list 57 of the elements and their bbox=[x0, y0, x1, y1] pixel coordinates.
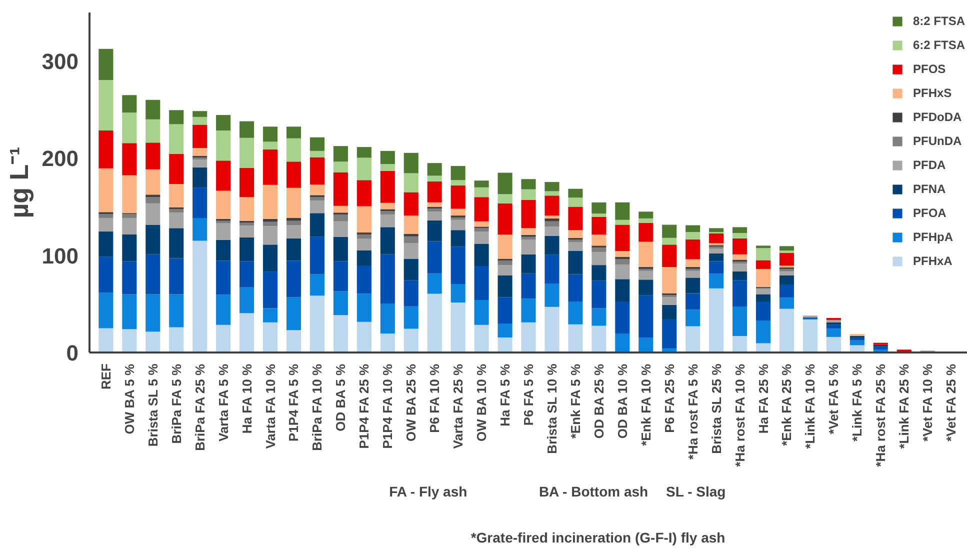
x-tick-label: *Vet FA 5 % bbox=[826, 364, 842, 434]
y-tick-label: 0 bbox=[66, 340, 79, 366]
legend-label: PFDA bbox=[912, 158, 946, 172]
x-tick-label: BriPa FA 5 % bbox=[168, 364, 184, 444]
x-tick-label: P1P4 FA 10 % bbox=[380, 364, 396, 449]
x-tick-label: *Ha rost FA 5 % bbox=[685, 364, 700, 460]
x-tick-label: P6 FA 5 % bbox=[521, 364, 536, 426]
x-tick-label: *Ha rost FA 10 % bbox=[732, 364, 748, 467]
x-tick-label: OD BA 25 % bbox=[591, 364, 606, 439]
x-tick-label: *Enk FA 10 % bbox=[638, 364, 654, 446]
x-tick-label: P1P4 FA 25 % bbox=[356, 364, 372, 449]
x-tick-label: P1P4 FA 5 % bbox=[286, 364, 302, 442]
x-tick-label: BriPa FA 10 % bbox=[310, 364, 325, 451]
x-tick-label: OW BA 25 % bbox=[404, 364, 419, 442]
x-tick-label: *Link FA 10 % bbox=[802, 364, 818, 449]
legend-label: PFHxA bbox=[912, 254, 952, 268]
x-tick-label: Brista SL 5 % bbox=[145, 363, 160, 447]
legend-label: PFOS bbox=[912, 62, 946, 76]
x-tick-label: *Enk FA 5 % bbox=[568, 364, 583, 439]
x-tick-label: OW BA 5 % bbox=[122, 364, 137, 434]
x-tick-label: P6 FA 25 % bbox=[662, 364, 677, 433]
x-tick-label: Brista SL 10 % bbox=[544, 363, 560, 454]
x-tick-label: OD BA 5 % bbox=[333, 364, 348, 432]
y-tick-label: 100 bbox=[42, 243, 79, 268]
legend-label: PFDoDA bbox=[912, 110, 962, 124]
text: *Grate-fired incineration (G-F-I) fly ash bbox=[470, 530, 726, 546]
x-tick-label: OW BA 10 % bbox=[474, 364, 490, 442]
x-tick-label: BriPa FA 25 % bbox=[192, 364, 208, 451]
legend-label: PFOA bbox=[912, 206, 946, 220]
x-tick-label: *Vet FA 10 % bbox=[920, 364, 936, 442]
x-tick-label: Varta FA 25 % bbox=[450, 364, 466, 449]
legend-label: PFHpA bbox=[912, 230, 953, 244]
legend-label: 6:2 FTSA bbox=[912, 38, 965, 52]
x-tick-label: *Link FA 5 % bbox=[850, 364, 865, 442]
legend-label: PFNA bbox=[912, 182, 946, 196]
x-tick-label: *Vet FA 25 % bbox=[944, 364, 959, 442]
y-tick-label: 200 bbox=[42, 146, 79, 172]
x-tick-label: Varta FA 5 % bbox=[216, 364, 231, 442]
legend-label: PFHxS bbox=[912, 86, 952, 100]
x-tick-label: Ha FA 10 % bbox=[239, 364, 254, 434]
x-tick-label: Ha FA 5 % bbox=[498, 364, 513, 426]
x-tick-label: *Ha rost FA 25 % bbox=[873, 364, 888, 467]
text: SL - Slag bbox=[666, 484, 726, 500]
text: FA - Fly ash bbox=[389, 484, 468, 500]
text: BA - Bottom ash bbox=[538, 484, 648, 500]
x-tick-label: *Link FA 25 % bbox=[896, 364, 912, 449]
x-tick-label: OD BA 10 % bbox=[614, 364, 630, 439]
x-tick-label: Varta FA 10 % bbox=[262, 364, 278, 449]
x-tick-label: *Enk FA 25 % bbox=[779, 364, 794, 446]
legend-label: PFUnDA bbox=[912, 134, 962, 148]
y-axis-title: µg L⁻¹ bbox=[4, 146, 34, 218]
x-tick-label: REF bbox=[98, 363, 114, 390]
y-tick-label: 300 bbox=[42, 49, 79, 74]
x-tick-label: P6 FA 10 % bbox=[427, 364, 442, 433]
x-tick-label: Ha FA 25 % bbox=[756, 364, 771, 434]
x-tick-label: Brista SL 25 % bbox=[708, 363, 724, 454]
legend-label: 8:2 FTSA bbox=[912, 14, 965, 28]
